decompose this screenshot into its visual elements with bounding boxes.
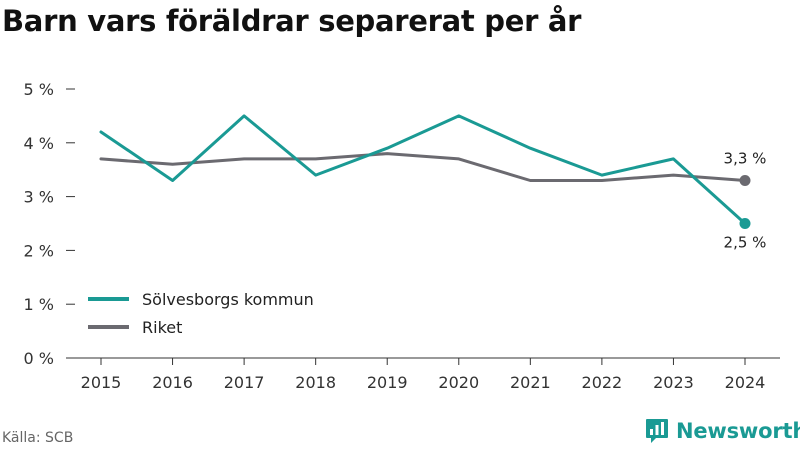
x-axis: 2015 2016 2017 2018 2019 2020 2021 2022 2023 2024 [66,357,780,392]
x-tick-label: 2019 [367,373,408,392]
brand-logo: Newsworthy [645,418,800,444]
x-tick-label: 2018 [295,373,336,392]
x-tick-label: 2015 [81,373,122,392]
series-end-point-solvesborg [739,218,751,229]
series-line-solvesborg [99,114,747,225]
chart-title: Barn vars föräldrar separerat per år [2,4,582,38]
brand-name: Newsworthy [676,419,800,443]
y-tick-label: 2 % [24,241,54,260]
y-tick-label: 4 % [24,134,54,153]
y-axis: 0 % 1 % 2 % 3 % 4 % 5 % [24,80,75,368]
x-tick-label: 2017 [224,373,265,392]
end-label-riket: 3,3 % [724,149,767,167]
y-tick-label: 0 % [24,349,54,368]
source-note: Källa: SCB [2,430,74,446]
x-tick-label: 2022 [582,373,623,392]
legend-label: Sölvesborgs kommun [142,290,314,309]
legend: Sölvesborgs kommun Riket [88,290,314,337]
series-line-riket [99,152,747,182]
y-tick-label: 5 % [24,80,54,99]
x-tick-label: 2023 [653,373,694,392]
y-tick-label: 3 % [24,188,54,207]
x-tick-label: 2021 [510,373,551,392]
legend-label: Riket [142,318,182,337]
x-tick-label: 2024 [725,373,766,392]
y-tick-label: 1 % [24,295,54,314]
series-lines: 3,3 % 2,5 % [99,114,767,252]
newsworthy-chart-bubble-icon [646,419,668,443]
x-tick-label: 2020 [438,373,479,392]
series-end-point-riket [739,174,751,186]
end-label-solvesborg: 2,5 % [724,234,767,252]
x-tick-label: 2016 [152,373,193,392]
